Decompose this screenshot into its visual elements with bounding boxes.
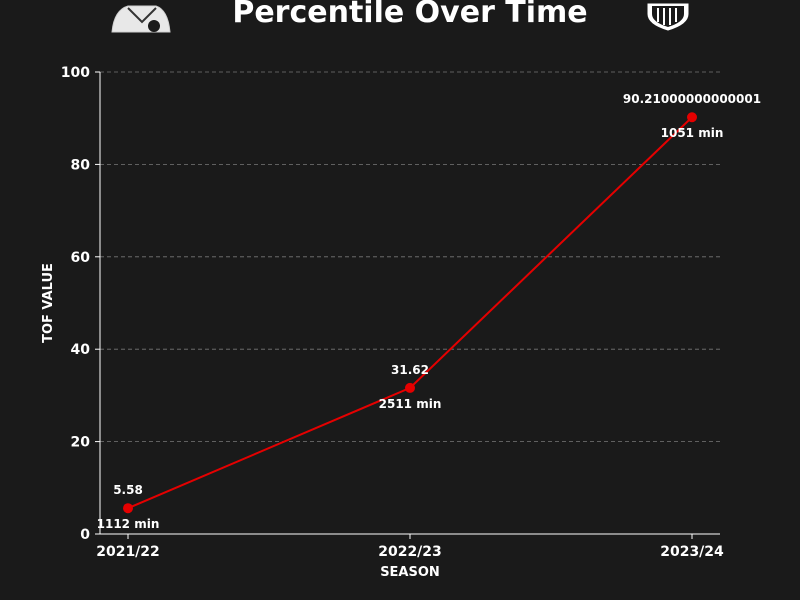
club-crest-icon (647, 3, 689, 31)
chart-title: Percentile Over Time (232, 0, 587, 30)
value-label: 5.58 (113, 483, 143, 497)
data-point (687, 112, 697, 123)
x-tick-label: 2023/24 (660, 544, 724, 560)
minutes-label: 2511 min (379, 397, 442, 411)
y-tick-label: 20 (71, 435, 91, 451)
minutes-label: 1112 min (97, 517, 160, 531)
x-axis-label: SEASON (380, 565, 440, 580)
y-tick-label: 80 (71, 157, 91, 173)
x-tick-label: 2022/23 (378, 544, 442, 560)
value-label: 31.62 (391, 363, 429, 377)
minutes-label: 1051 min (661, 126, 724, 140)
data-point (405, 382, 415, 393)
y-tick-label: 0 (80, 527, 90, 543)
value-label: 90.21000000000001 (623, 92, 761, 106)
data-point (123, 503, 133, 514)
y-tick-label: 40 (71, 342, 91, 358)
x-tick-label: 2021/22 (96, 544, 160, 560)
series-line (127, 116, 693, 510)
y-tick-label: 100 (61, 65, 90, 81)
y-tick-label: 60 (71, 250, 91, 266)
y-axis-label: TOF VALUE (41, 263, 56, 343)
player-avatar-icon (111, 5, 171, 33)
